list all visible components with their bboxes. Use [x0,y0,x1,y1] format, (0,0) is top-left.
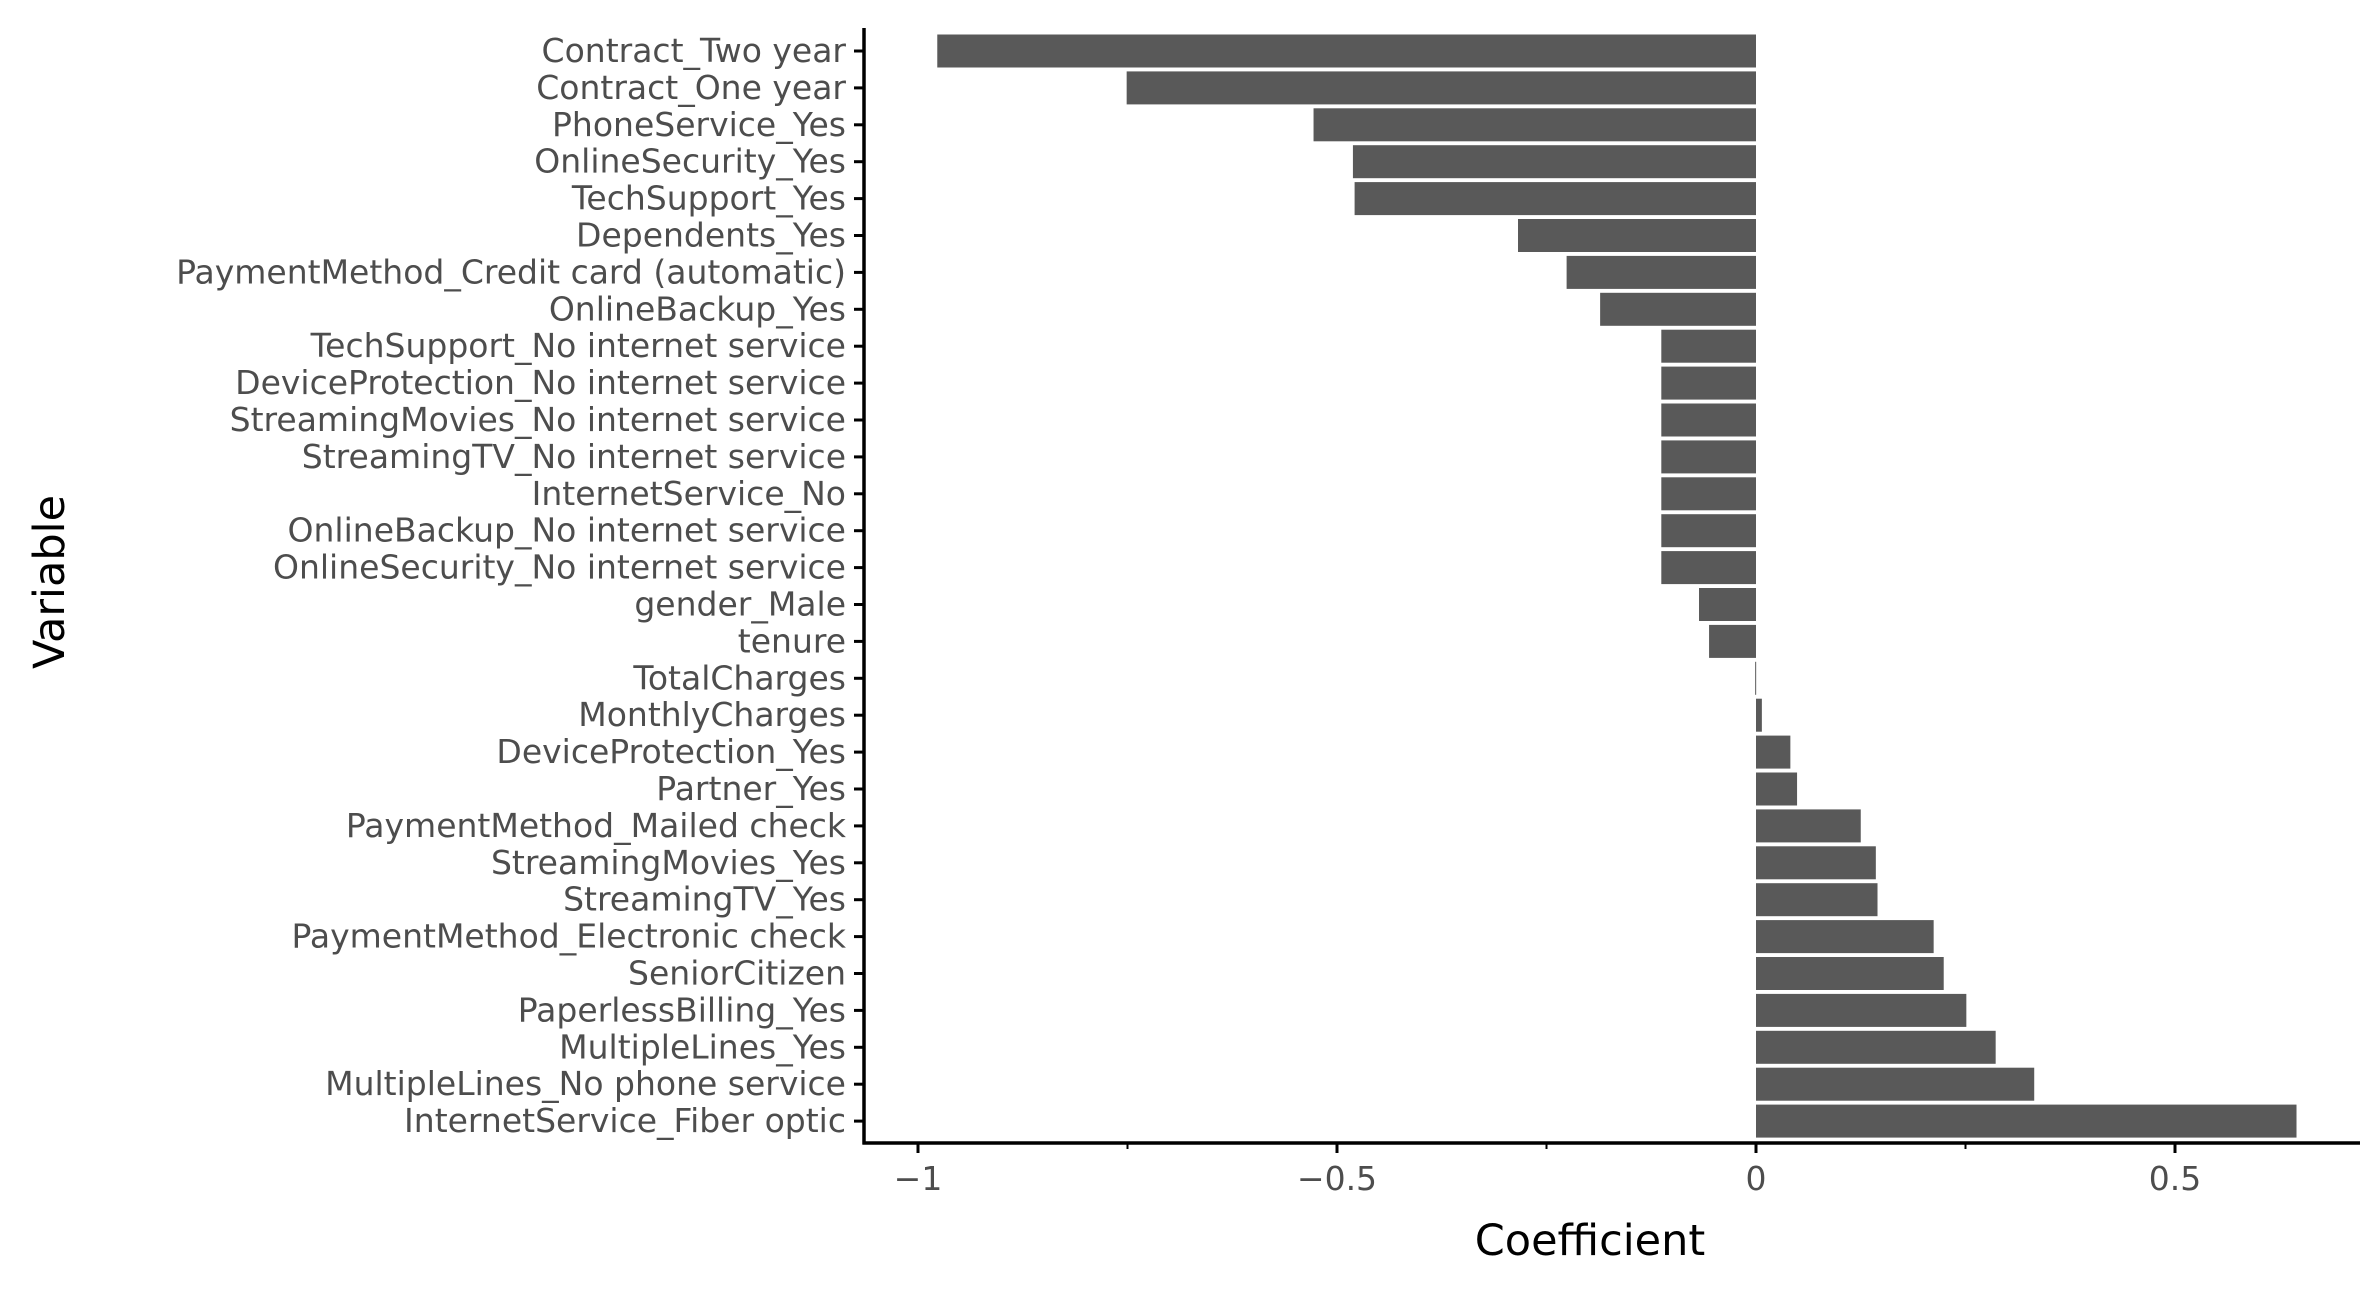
y-tick-label: StreamingMovies_Yes [491,843,846,882]
bar-16 [1709,624,1756,658]
bar-25 [1756,957,1944,990]
x-axis-title: Coefficient [1475,1216,1706,1266]
y-tick-label: Contract_One year [536,68,846,107]
y-tick-label: InternetService_No [532,474,846,513]
bar-28 [1756,1067,2035,1101]
bar-1 [1126,71,1756,105]
y-tick-label: TotalCharges [632,658,846,697]
bar-24 [1756,920,1934,954]
bar-9 [1661,366,1756,400]
y-tick-label: PaymentMethod_Mailed check [346,806,847,845]
y-tick-label: OnlineSecurity_No internet service [273,548,846,587]
x-axis-ticks: −1 −0.5 0 0.5 [894,1143,2201,1198]
y-tick-label: Contract_Two year [542,31,847,70]
y-tick-label: Dependents_Yes [576,216,846,255]
bar-8 [1661,329,1756,363]
bar-4 [1354,182,1756,216]
bar-22 [1756,846,1876,880]
bar-5 [1518,219,1756,252]
y-tick-label: MonthlyCharges [578,695,846,734]
bar-0 [937,34,1756,68]
y-tick-label: PaymentMethod_Electronic check [291,917,846,956]
y-tick-label: DeviceProtection_No internet service [235,363,846,402]
bar-11 [1661,440,1756,474]
bar-13 [1661,514,1756,548]
bar-3 [1352,145,1756,179]
x-tick-label: −0.5 [1297,1159,1377,1198]
bar-2 [1313,108,1756,142]
y-tick-label: TechSupport_Yes [571,179,846,218]
y-tick-label: tenure [738,621,846,660]
y-tick-label: MultipleLines_Yes [559,1027,846,1066]
y-tick-label: InternetService_Fiber optic [404,1101,846,1140]
y-tick-label: StreamingTV_Yes [563,880,846,919]
bar-12 [1661,477,1756,511]
bar-20 [1756,772,1798,806]
bars-group [937,34,2297,1138]
x-tick-label: −1 [894,1159,943,1198]
y-tick-label: DeviceProtection_Yes [496,732,846,771]
y-tick-label: PaymentMethod_Credit card (automatic) [176,252,846,291]
bar-23 [1756,883,1878,917]
bar-17 [1755,661,1757,695]
y-tick-label: TechSupport_No internet service [310,326,846,365]
y-tick-label: StreamingTV_No internet service [302,437,846,476]
y-tick-label: OnlineBackup_Yes [549,289,846,328]
bar-27 [1756,1030,1996,1064]
bar-14 [1661,551,1756,585]
y-tick-label: PaperlessBilling_Yes [518,990,846,1029]
y-tick-label: gender_Male [634,585,846,624]
bar-19 [1756,735,1791,769]
bar-21 [1756,809,1861,843]
y-tick-label: OnlineBackup_No internet service [288,511,846,550]
y-tick-label: SeniorCitizen [628,954,846,993]
bar-29 [1756,1104,2297,1138]
bar-7 [1600,292,1756,326]
y-tick-label: MultipleLines_No phone service [325,1064,846,1103]
y-tick-label: OnlineSecurity_Yes [534,142,846,181]
bar-18 [1756,698,1762,732]
x-tick-label: 0 [1746,1159,1767,1198]
bar-6 [1566,255,1756,289]
bar-26 [1756,993,1967,1027]
y-tick-label: PhoneService_Yes [552,105,846,144]
bar-15 [1699,588,1756,621]
bar-10 [1661,403,1756,437]
y-axis-title: Variable [25,495,75,669]
y-tick-label: Partner_Yes [656,769,846,808]
x-tick-label: 0.5 [2149,1159,2201,1198]
y-tick-label: StreamingMovies_No internet service [230,400,846,439]
